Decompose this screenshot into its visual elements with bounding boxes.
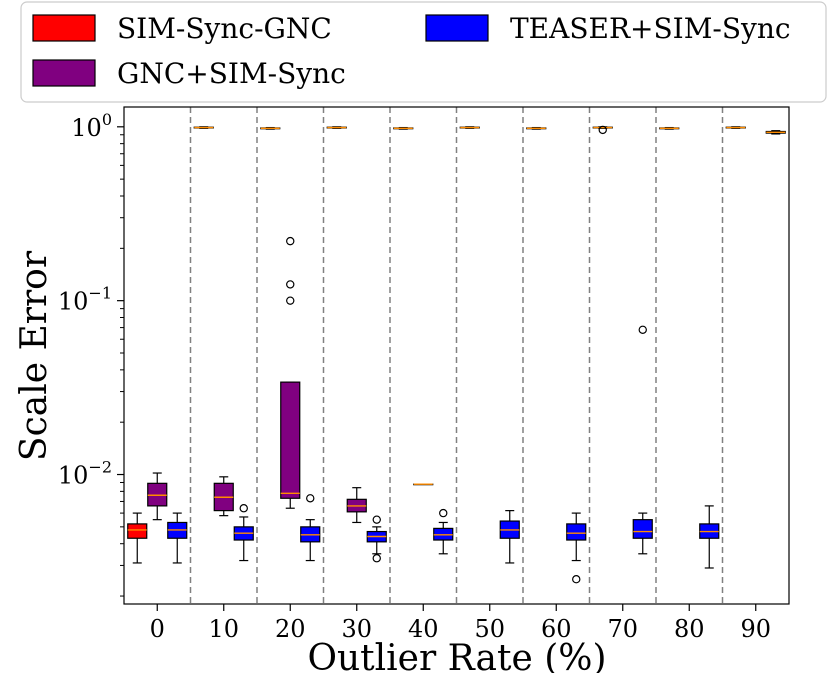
box-80 (699, 505, 720, 569)
x-tick-label: 90 (740, 615, 771, 643)
y-tick-label: 100 (71, 110, 112, 142)
box-0 (147, 472, 168, 521)
plot-frame (123, 106, 790, 605)
box-40 (413, 483, 434, 486)
box-0 (167, 512, 188, 564)
series-teaser-sim-sync (167, 130, 786, 584)
box-body (632, 519, 653, 539)
legend-frame (20, 1, 827, 103)
x-tick-label: 50 (474, 615, 505, 643)
x-tick-label: 0 (150, 615, 165, 643)
box-30 (326, 126, 347, 129)
legend-label-sim-sync-gnc: SIM-Sync-GNC (117, 12, 332, 45)
x-tick-label: 60 (541, 615, 572, 643)
outlier-point (598, 125, 607, 135)
box-70 (632, 325, 653, 555)
outlier-point (239, 504, 248, 513)
box-body (566, 523, 587, 541)
legend-swatch-gnc-sim-sync (32, 59, 96, 87)
outlier-point (286, 236, 295, 246)
y-tick-label: 10−1 (58, 284, 112, 316)
box-series (127, 125, 786, 584)
x-tick-label: 40 (408, 615, 439, 643)
box-10 (193, 126, 214, 129)
box-30 (366, 515, 387, 563)
x-axis-label: Outlier Rate (%) (307, 638, 606, 673)
legend-label-teaser-sim-sync: TEASER+SIM-Sync (510, 12, 791, 45)
box-10 (233, 504, 254, 562)
box-body (280, 381, 301, 499)
box-70 (592, 125, 613, 135)
outlier-point (306, 494, 315, 503)
outlier-point (286, 280, 295, 289)
outlier-point (372, 515, 381, 524)
outlier-point (372, 554, 381, 563)
box-40 (393, 126, 414, 130)
x-tick-label: 10 (208, 615, 239, 643)
box-body (127, 523, 148, 539)
x-tick-label: 20 (275, 615, 306, 643)
box-90 (765, 130, 786, 135)
box-20 (280, 236, 301, 509)
box-30 (346, 487, 367, 524)
outlier-point (439, 508, 448, 518)
series-sim-sync-gnc (127, 125, 746, 564)
box-10 (213, 476, 234, 517)
legend-swatch-sim-sync-gnc (32, 14, 96, 42)
category-separators (189, 107, 724, 604)
legend-label-gnc-sim-sync: GNC+SIM-Sync (117, 57, 346, 90)
box-60 (566, 512, 587, 584)
box-60 (526, 126, 547, 130)
box-80 (659, 126, 680, 130)
x-tick-label: 30 (341, 615, 372, 643)
outlier-point (286, 296, 295, 305)
outlier-point (638, 325, 647, 334)
box-20 (300, 494, 321, 562)
series-gnc-sim-sync (147, 236, 434, 524)
x-tick-label: 80 (674, 615, 705, 643)
x-tick-label: 70 (607, 615, 638, 643)
box-50 (459, 126, 480, 129)
box-0 (127, 512, 148, 564)
legend-swatch-teaser-sim-sync (425, 14, 489, 42)
y-tick-label: 10−2 (58, 458, 112, 490)
box-50 (499, 510, 520, 564)
box-40 (433, 508, 454, 555)
y-axis-label: Scale Error (14, 250, 55, 461)
legend: SIM-Sync-GNC GNC+SIM-Sync TEASER+SIM-Syn… (20, 1, 827, 103)
box-90 (725, 126, 746, 129)
x-axis: 0 10 20 30 40 50 60 70 80 90 (150, 604, 771, 643)
outlier-point (572, 574, 581, 584)
box-20 (260, 126, 281, 130)
y-axis: 100 10−1 10−2 (58, 110, 124, 597)
